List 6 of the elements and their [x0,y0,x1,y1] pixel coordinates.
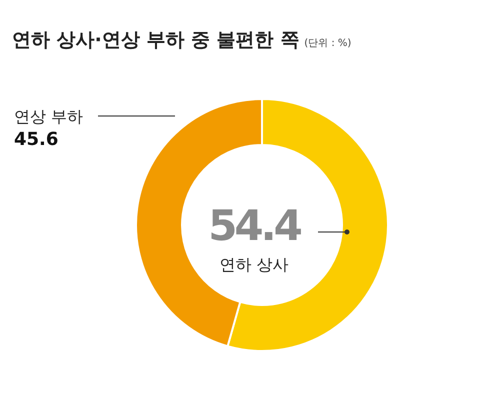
chart-subtitle: (단위 : %) [304,38,352,49]
chart-title: 연하 상사·연상 부하 중 불편한 쪽 [12,29,300,51]
data-label: 54.4 [208,201,302,250]
slice-label: 연하 상사 [219,255,289,274]
slice-label: 연상 부하 [14,107,84,126]
data-label: 45.6 [14,129,58,150]
